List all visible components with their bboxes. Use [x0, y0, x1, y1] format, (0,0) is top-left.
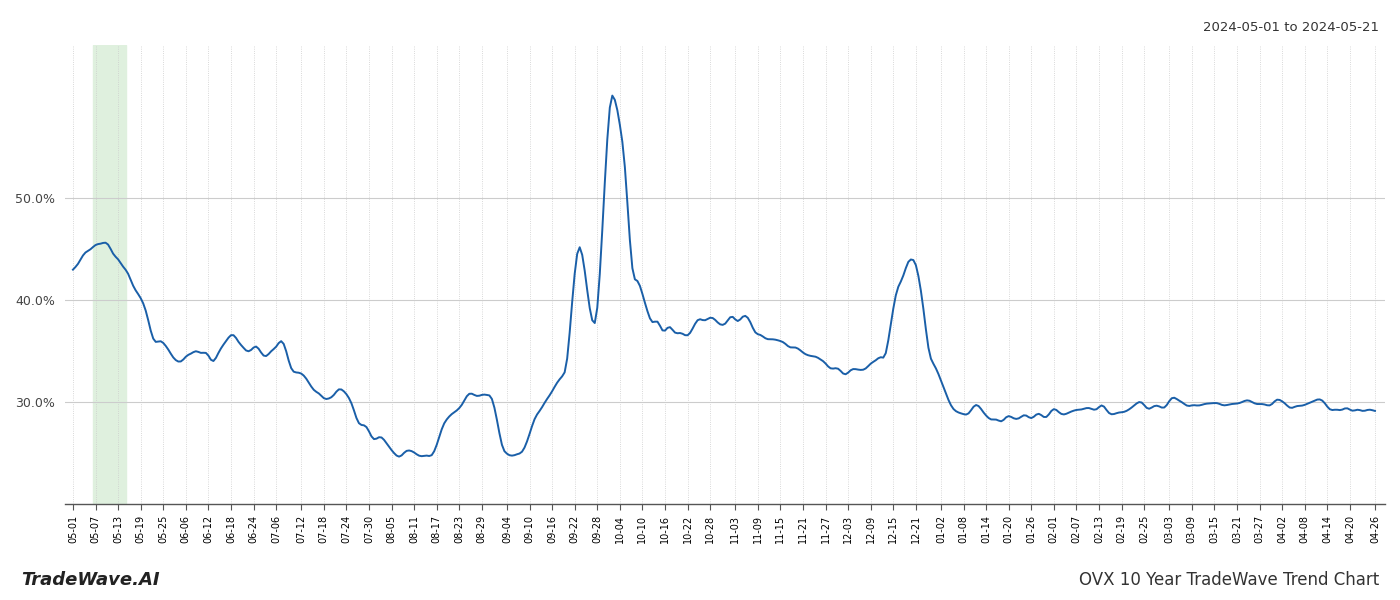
- Text: OVX 10 Year TradeWave Trend Chart: OVX 10 Year TradeWave Trend Chart: [1079, 571, 1379, 589]
- Text: 2024-05-01 to 2024-05-21: 2024-05-01 to 2024-05-21: [1203, 21, 1379, 34]
- Bar: [92, 45, 126, 504]
- Text: TradeWave.AI: TradeWave.AI: [21, 571, 160, 589]
